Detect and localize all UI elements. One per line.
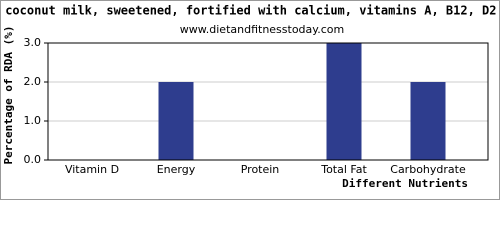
x-axis-label: Different Nutrients	[342, 177, 468, 190]
bar	[158, 82, 194, 160]
y-axis-label: Percentage of RDA (%)	[2, 25, 15, 164]
y-tick-label: 2.0	[24, 75, 42, 88]
y-tick-label: 0.0	[24, 153, 42, 166]
x-tick-label: Total Fat	[320, 163, 367, 176]
chart: s, coconut milk, sweetened, fortified wi…	[0, 0, 500, 200]
x-tick-label: Protein	[241, 163, 280, 176]
y-tick-label: 1.0	[24, 114, 42, 127]
chart-subtitle: www.dietandfitnesstoday.com	[180, 23, 344, 36]
x-tick-label: Vitamin D	[65, 163, 119, 176]
bar	[410, 82, 446, 160]
x-tick-label: Carbohydrate	[390, 163, 466, 176]
chart-title: s, coconut milk, sweetened, fortified wi…	[0, 4, 496, 18]
plot-frame	[47, 42, 489, 161]
bar	[326, 43, 362, 160]
y-tick-label: 3.0	[24, 36, 42, 49]
x-tick-label: Energy	[157, 163, 196, 176]
